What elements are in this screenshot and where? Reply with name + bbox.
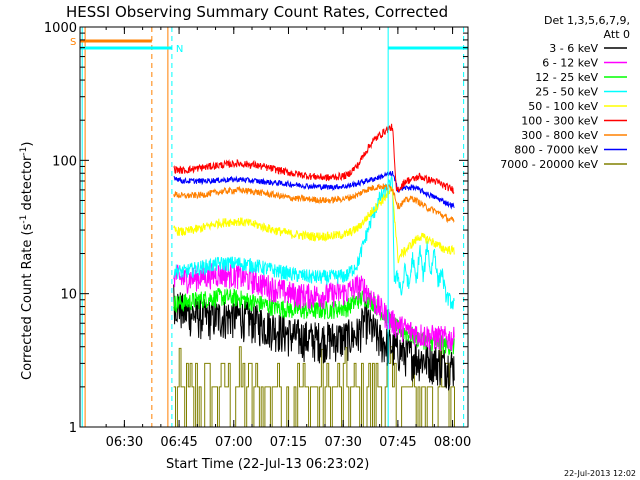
series-line-100-300-kev: [173, 123, 455, 195]
y-axis-label-sup2: -1: [19, 147, 29, 156]
x-tick-label: 06:30: [106, 435, 143, 450]
flag-bars: SN: [70, 37, 468, 55]
footer-timestamp: 22-Jul-2013 12:02: [564, 469, 636, 478]
series-line-300-800-kev: [173, 183, 455, 224]
series-line-12-25-kev: [173, 287, 455, 356]
y-tick-label: 1: [69, 421, 77, 436]
series-line-50-100-kev: [173, 186, 455, 264]
flag-label-s: S: [70, 37, 76, 48]
legend-label: 7000 - 20000 keV: [500, 158, 598, 171]
x-axis-label: Start Time (22-Jul-13 06:23:02): [166, 457, 369, 472]
legend-label: 25 - 50 keV: [535, 86, 598, 99]
legend: Det 1,3,5,6,7,9, Att 0 3 - 6 keV 6 - 12 k…: [500, 14, 630, 171]
y-tick-label: 100: [52, 154, 77, 169]
legend-label: 50 - 100 keV: [528, 100, 598, 113]
series-layer: [173, 123, 457, 427]
series-line-25-50-kev: [173, 175, 455, 310]
x-ticks: 06:30 06:45 07:00 07:15 07:30 07:45 08:00: [106, 27, 471, 450]
y-tick-label: 1000: [44, 21, 77, 36]
chart-title: HESSI Observing Summary Count Rates, Cor…: [66, 3, 448, 21]
x-tick-label: 07:45: [379, 435, 416, 450]
series-line-800-7000-kev: [173, 171, 455, 210]
legend-label: 6 - 12 keV: [542, 57, 598, 70]
y-ticks: 1 10 100 1000: [44, 21, 468, 436]
x-tick-label: 07:15: [270, 435, 307, 450]
y-axis-label: Corrected Count Rate (s-1 detector-1): [19, 142, 35, 380]
legend-label: 100 - 300 keV: [521, 115, 598, 128]
legend-label: 3 - 6 keV: [549, 42, 598, 55]
legend-label: 800 - 7000 keV: [514, 144, 598, 157]
legend-header-line-2: Att 0: [604, 28, 630, 41]
y-axis-label-mid: detector: [20, 155, 35, 215]
legend-label: 12 - 25 keV: [535, 71, 598, 84]
legend-header-line-1: Det 1,3,5,6,7,9,: [544, 14, 630, 27]
legend-label: 300 - 800 keV: [521, 129, 598, 142]
x-tick-label: 06:45: [160, 435, 197, 450]
vertical-lines: [81, 27, 465, 427]
y-axis-label-sup1: -1: [19, 215, 29, 224]
y-axis-label-main: Corrected Count Rate (s: [20, 223, 35, 380]
flag-label-n: N: [176, 44, 183, 55]
plot-frame: [79, 26, 469, 428]
x-tick-label: 07:30: [324, 435, 361, 450]
series-line-7000-20000-kev: [173, 346, 457, 427]
series-line-3-6-kev: [173, 284, 455, 391]
x-tick-label: 07:00: [215, 435, 252, 450]
x-tick-label: 08:00: [434, 435, 471, 450]
y-axis-label-end: ): [20, 142, 35, 147]
y-tick-label: 10: [60, 288, 77, 303]
